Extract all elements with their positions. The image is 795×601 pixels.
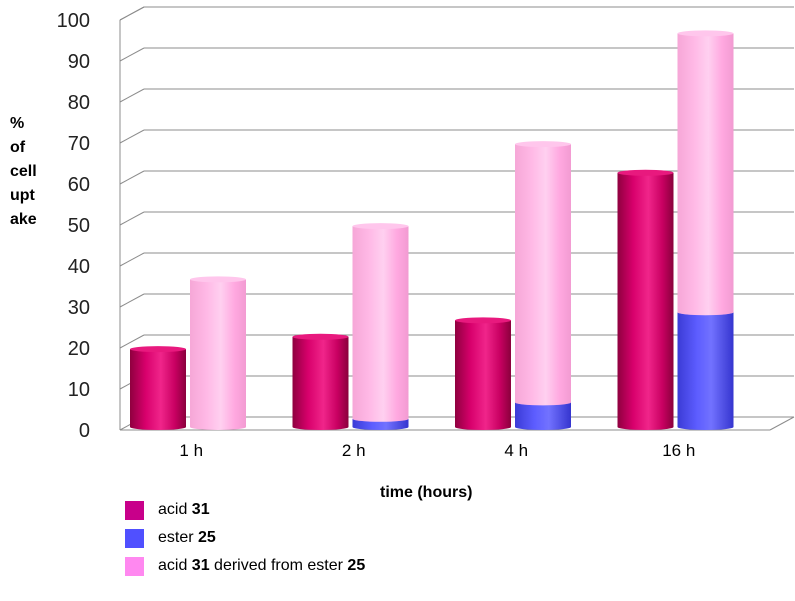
y-tick-label: 20	[68, 338, 90, 360]
gridline-diag	[119, 129, 145, 144]
bar-body	[677, 312, 734, 427]
x-tick-label: 4 h	[504, 441, 528, 460]
legend-swatch	[125, 556, 144, 576]
y-tick-label: 80	[68, 92, 90, 114]
bar-ester	[352, 223, 409, 422]
legend: acid 31 ester 25 acid 31 derived from este…	[125, 496, 365, 580]
bar-ester	[190, 276, 246, 430]
gridline-diag	[119, 252, 145, 267]
x-tick-label: 16 h	[662, 441, 695, 460]
bar-bottom	[455, 424, 511, 430]
bar-bottom	[352, 424, 409, 430]
legend-item: ester 25	[125, 524, 365, 552]
bar-body	[677, 33, 734, 313]
bars	[130, 30, 734, 430]
gridline-diag	[119, 47, 145, 62]
gridline-diag	[119, 170, 145, 185]
floor-right	[769, 416, 795, 431]
bar-bottom	[617, 424, 674, 430]
x-tick-label: 2 h	[342, 441, 366, 460]
y-tick-label: 100	[57, 10, 90, 32]
bar-acid	[617, 169, 674, 430]
tick-labels: 0 10 20 30 40 50 60 70 80 90 100 1 h 2 h 4 h 16 h	[57, 10, 696, 460]
bar-ester	[677, 30, 734, 316]
legend-swatch	[125, 500, 144, 520]
bar-bottom	[292, 424, 349, 430]
legend-item: acid 31	[125, 496, 365, 524]
bar-acid	[292, 333, 349, 430]
bar-top	[292, 333, 349, 340]
bar-bottom	[352, 415, 409, 422]
y-axis-label-line: upt	[10, 187, 35, 204]
y-axis-label-line: cell	[10, 163, 37, 180]
bar-body	[515, 144, 571, 403]
axes	[119, 6, 795, 431]
bar-acid	[130, 346, 186, 430]
bar-acid	[455, 317, 511, 430]
gridline-diag	[119, 211, 145, 226]
bar-bottom	[515, 424, 571, 430]
gridline-diag	[119, 293, 145, 308]
bar-body	[352, 418, 409, 427]
y-tick-label: 70	[68, 133, 90, 155]
gridline-diag	[119, 88, 145, 103]
bar-bottom	[190, 424, 246, 430]
bar-body	[292, 336, 349, 427]
bar-body	[130, 349, 186, 427]
y-axis-label-line: ake	[10, 211, 37, 228]
bar-bottom	[677, 424, 734, 430]
bar-top	[352, 223, 409, 230]
legend-item: acid 31 derived from ester 25	[125, 552, 365, 580]
y-axis-top	[119, 6, 145, 21]
bar-body	[352, 226, 409, 419]
bar-top	[130, 346, 186, 353]
bar-ester	[515, 141, 571, 406]
bar-bottom	[130, 424, 186, 430]
x-tick-label: 1 h	[179, 441, 203, 460]
legend-swatch	[125, 528, 144, 548]
y-axis-label: % of cell upt ake	[10, 112, 50, 232]
bar-ester	[677, 309, 734, 430]
bar-body	[515, 402, 571, 427]
bar-body	[190, 279, 246, 427]
y-tick-label: 10	[68, 379, 90, 401]
bar-top	[515, 141, 571, 148]
bar-top	[190, 276, 246, 283]
gridline-diag	[119, 334, 145, 349]
y-axis-label-line: %	[10, 115, 25, 132]
bar-top	[617, 169, 674, 176]
y-tick-label: 0	[79, 420, 90, 442]
bar-top	[677, 30, 734, 37]
y-axis-label-line: of	[10, 139, 26, 156]
y-tick-label: 60	[68, 174, 90, 196]
y-tick-label: 50	[68, 215, 90, 237]
bar-body	[455, 320, 511, 427]
y-tick-label: 30	[68, 297, 90, 319]
y-tick-label: 40	[68, 256, 90, 278]
y-tick-label: 90	[68, 51, 90, 73]
legend-text: acid 31	[158, 501, 210, 518]
x-axis-label: time (hours)	[380, 484, 473, 501]
bar-top	[455, 317, 511, 324]
legend-text: acid 31 derived from ester 25	[158, 557, 366, 574]
bar-body	[617, 172, 674, 427]
bar-bottom	[515, 399, 571, 406]
legend-text: ester 25	[158, 529, 216, 546]
bar-bottom	[677, 309, 734, 316]
